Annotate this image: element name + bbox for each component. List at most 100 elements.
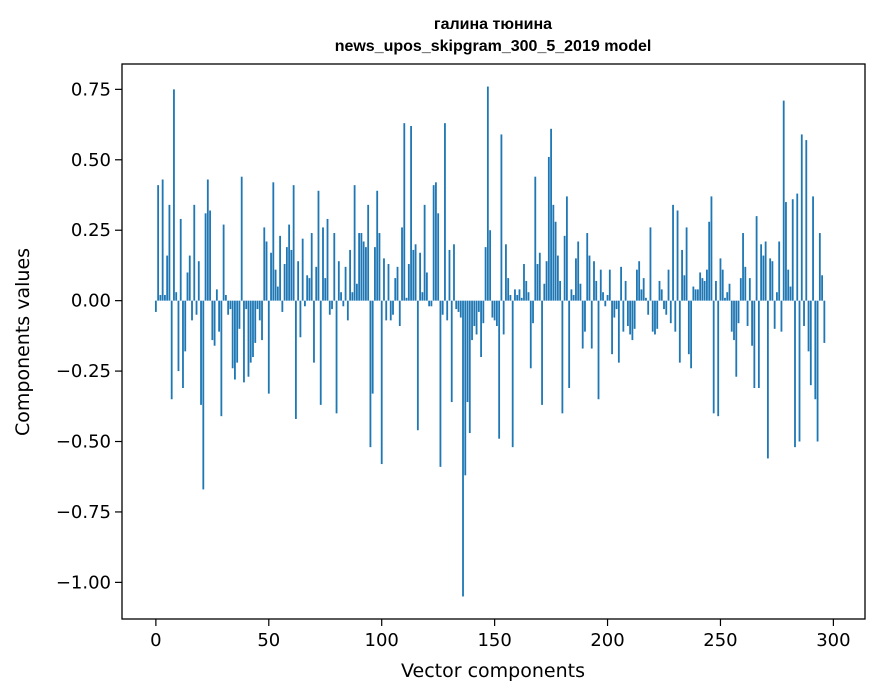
bar: [617, 300, 620, 363]
bar: [764, 241, 767, 301]
bar: [658, 280, 661, 301]
bar: [209, 210, 211, 301]
bar: [606, 295, 609, 301]
bar: [344, 266, 347, 301]
bar: [672, 204, 674, 301]
bar: [805, 140, 808, 301]
bar: [654, 300, 656, 335]
x-tick-label: 100: [365, 630, 399, 651]
bar: [294, 300, 297, 419]
bar: [663, 300, 665, 310]
bar: [712, 300, 715, 414]
bar: [803, 300, 805, 327]
plot-frame: [121, 63, 866, 620]
bar: [785, 202, 787, 301]
bar: [491, 300, 494, 318]
bar: [182, 300, 184, 388]
bar: [335, 300, 338, 414]
bar: [416, 300, 419, 431]
bar: [475, 300, 478, 335]
bar: [204, 213, 207, 301]
bar: [200, 300, 202, 405]
bar: [766, 300, 769, 459]
bar: [498, 300, 501, 439]
bar: [374, 247, 376, 301]
x-tick-label: 200: [590, 630, 624, 651]
bar: [581, 300, 584, 349]
y-tick-label: −0.50: [56, 432, 111, 453]
bar: [157, 185, 160, 301]
bar: [328, 300, 331, 315]
bar: [464, 300, 467, 476]
bar: [701, 278, 704, 301]
bar: [586, 233, 589, 301]
bar: [154, 300, 157, 312]
bar: [326, 218, 329, 301]
bar: [730, 300, 733, 332]
bar: [206, 179, 209, 301]
bar: [638, 261, 641, 301]
bar: [371, 300, 374, 394]
bar: [787, 269, 790, 301]
y-tick-label: −0.75: [56, 502, 111, 523]
bar: [446, 300, 449, 321]
bar: [647, 300, 650, 315]
bar: [507, 278, 510, 301]
bar: [254, 300, 257, 343]
y-tick-label: 0.00: [71, 291, 111, 312]
y-tick-label: 0.75: [71, 79, 111, 100]
bar: [349, 249, 351, 301]
bar: [626, 300, 629, 327]
bar: [724, 297, 726, 301]
bar: [218, 300, 221, 332]
bar: [249, 300, 252, 363]
bar: [645, 297, 647, 301]
bar: [220, 300, 223, 417]
bar: [170, 300, 173, 400]
chart-subtitle: news_upos_skipgram_300_5_2019 model: [335, 38, 652, 55]
bar: [534, 176, 537, 301]
y-axis-ticks: 0.75 0.50 0.25 0.00 −0.25 −0.50 −0.75 −1.00: [56, 79, 122, 593]
bar: [161, 179, 164, 301]
bar: [751, 300, 753, 346]
bar: [484, 247, 487, 301]
bar: [304, 300, 306, 307]
bar: [584, 300, 586, 332]
bar: [563, 235, 566, 301]
bar: [624, 280, 627, 301]
bar: [575, 258, 577, 301]
bar: [744, 266, 747, 301]
bar: [462, 300, 464, 597]
bar: [500, 134, 503, 301]
bar: [753, 300, 756, 388]
bar: [514, 289, 516, 301]
bar: [685, 227, 688, 301]
bar: [159, 295, 162, 301]
bar: [733, 300, 735, 341]
bar: [195, 300, 198, 315]
bar: [577, 241, 580, 301]
bar: [536, 264, 539, 301]
bar: [559, 280, 562, 301]
bar: [301, 238, 304, 301]
bar: [279, 235, 281, 301]
bar: [579, 283, 582, 301]
bar: [477, 300, 480, 312]
bar: [365, 247, 367, 301]
bar: [378, 233, 381, 301]
x-tick-label: 0: [150, 630, 161, 651]
bar: [739, 278, 742, 301]
bar: [346, 300, 349, 321]
bar: [256, 300, 259, 310]
bar: [757, 300, 760, 388]
bar: [588, 255, 591, 301]
bar: [252, 300, 254, 357]
bar: [527, 292, 530, 301]
bar: [229, 300, 232, 310]
bar: [468, 300, 471, 434]
bar: [387, 264, 390, 301]
bar: [633, 300, 636, 329]
bar: [748, 278, 751, 301]
bar: [258, 300, 261, 321]
bar: [552, 204, 555, 301]
